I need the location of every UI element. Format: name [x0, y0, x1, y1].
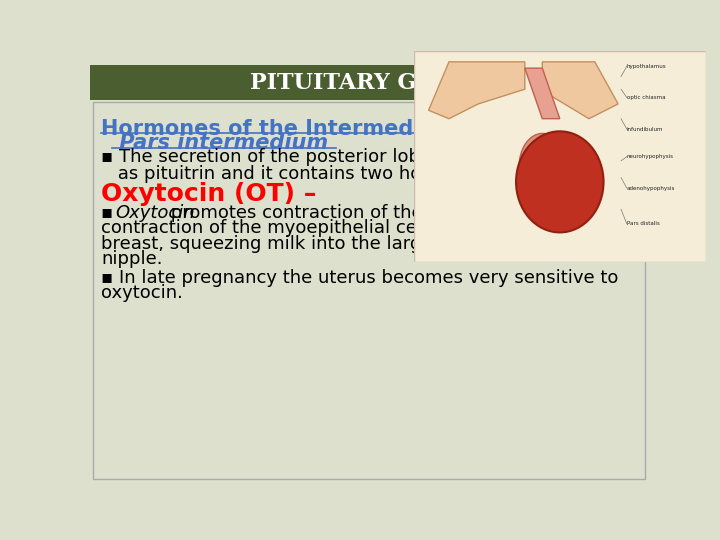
Text: Pars intermedium: Pars intermedium: [112, 133, 328, 153]
Ellipse shape: [516, 131, 603, 232]
Text: as pituitrin and it contains two hormones.: as pituitrin and it contains two hormone…: [112, 165, 495, 183]
Text: ▪ The secretion of the posterior lobe is known: ▪ The secretion of the posterior lobe is…: [101, 148, 516, 166]
Text: hypothalamus: hypothalamus: [627, 64, 667, 69]
Text: promotes contraction of the uterine muscle and: promotes contraction of the uterine musc…: [166, 204, 603, 222]
Text: PITUITARY GLAND: PITUITARY GLAND: [250, 72, 488, 93]
Text: Pars distalis: Pars distalis: [627, 221, 660, 226]
Text: infundibulum: infundibulum: [627, 127, 663, 132]
Ellipse shape: [519, 133, 566, 201]
Text: nipple.: nipple.: [101, 250, 163, 268]
Text: Oxytocin (OT) –: Oxytocin (OT) –: [101, 182, 317, 206]
Text: contraction of the myoepithelial cells of the lactating: contraction of the myoepithelial cells o…: [101, 219, 580, 238]
Text: Hormones of the Intermediate lobe or: Hormones of the Intermediate lobe or: [101, 119, 549, 139]
Text: neurohypophysis: neurohypophysis: [627, 154, 674, 159]
Text: breast, squeezing milk into the large ducts behind the: breast, squeezing milk into the large du…: [101, 235, 590, 253]
FancyBboxPatch shape: [90, 65, 648, 100]
Polygon shape: [428, 62, 525, 119]
Text: optic chiasma: optic chiasma: [627, 95, 665, 100]
Text: oxytocin.: oxytocin.: [101, 284, 183, 302]
Text: ▪ In late pregnancy the uterus becomes very sensitive to: ▪ In late pregnancy the uterus becomes v…: [101, 268, 618, 287]
Text: adenohypophysis: adenohypophysis: [627, 186, 675, 191]
Polygon shape: [542, 62, 618, 119]
FancyBboxPatch shape: [414, 51, 706, 262]
Text: ▪: ▪: [101, 204, 120, 222]
Text: Oxytocin: Oxytocin: [115, 204, 194, 222]
Polygon shape: [525, 68, 560, 119]
